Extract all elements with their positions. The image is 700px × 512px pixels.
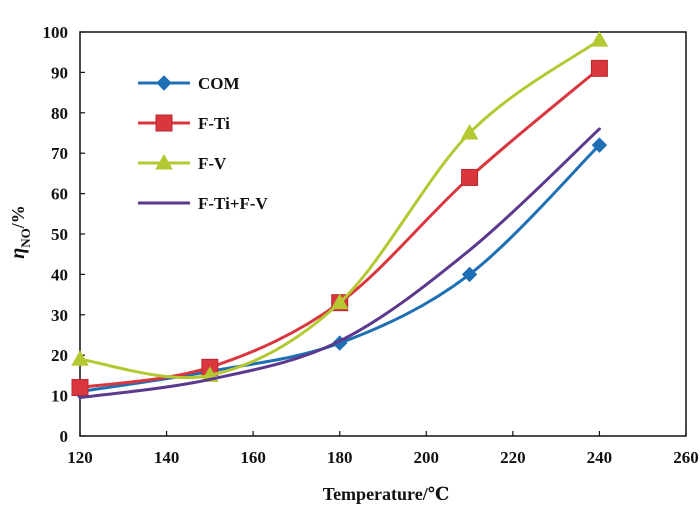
series-line: [78, 127, 601, 400]
series-com: [72, 137, 608, 400]
x-tick-label: 240: [587, 448, 613, 467]
data-point: [461, 168, 479, 186]
legend-item: F-Ti: [138, 114, 230, 133]
y-tick-label: 10: [51, 387, 68, 406]
y-tick-label: 30: [51, 306, 68, 325]
x-tick-label: 220: [500, 448, 526, 467]
legend-label: F-V: [198, 154, 227, 173]
y-axis-title: ηNO/%: [7, 205, 33, 259]
y-tick-label: 100: [43, 23, 69, 42]
x-tick-label: 160: [240, 448, 266, 467]
series-f-ti-f-v: [78, 127, 601, 400]
y-tick-label: 50: [51, 225, 68, 244]
y-axis-title-main: η: [7, 248, 29, 259]
x-tick-label: 140: [154, 448, 180, 467]
x-tick-label: 120: [67, 448, 93, 467]
y-axis-title-sub: NO: [18, 228, 33, 248]
legend-item: COM: [138, 74, 240, 93]
legend: COM F-Ti F-V F-Ti+F-V: [138, 74, 269, 213]
data-point: [71, 379, 89, 397]
legend-marker: [155, 153, 173, 170]
y-tick-label: 60: [51, 185, 68, 204]
legend-marker: [155, 114, 173, 132]
y-tick-label: 40: [51, 265, 68, 284]
data-point: [590, 31, 609, 47]
legend-item: F-Ti+F-V: [138, 194, 269, 213]
y-tick-label: 80: [51, 104, 68, 123]
data-point: [330, 293, 349, 310]
legend-label: F-Ti: [198, 114, 230, 133]
legend-item: F-V: [138, 153, 227, 173]
x-axis-title: Temperature/℃: [323, 484, 450, 504]
data-point: [71, 350, 89, 366]
legend-label: F-Ti+F-V: [198, 194, 269, 213]
y-tick-label: 90: [51, 63, 68, 82]
data-point: [461, 266, 478, 283]
x-tick-label: 180: [327, 448, 353, 467]
series-line: [78, 143, 601, 394]
legend-label: COM: [198, 74, 240, 93]
series-line: [78, 38, 601, 380]
x-axis-ticks: 120 140 160 180 200 220 240 260: [67, 431, 699, 467]
data-point: [460, 123, 479, 140]
data-point: [591, 137, 608, 153]
y-tick-label: 70: [51, 144, 68, 163]
series-layer: [71, 31, 609, 400]
data-point: [590, 59, 608, 77]
y-axis-ticks: 0 10 20 30 40 50 60 70 80 90 100: [43, 23, 85, 446]
y-tick-label: 0: [60, 427, 69, 446]
y-tick-label: 20: [51, 346, 68, 365]
y-axis-title-unit: /%: [8, 205, 28, 229]
x-tick-label: 260: [673, 448, 699, 467]
legend-marker: [156, 75, 172, 91]
x-tick-label: 200: [414, 448, 440, 467]
